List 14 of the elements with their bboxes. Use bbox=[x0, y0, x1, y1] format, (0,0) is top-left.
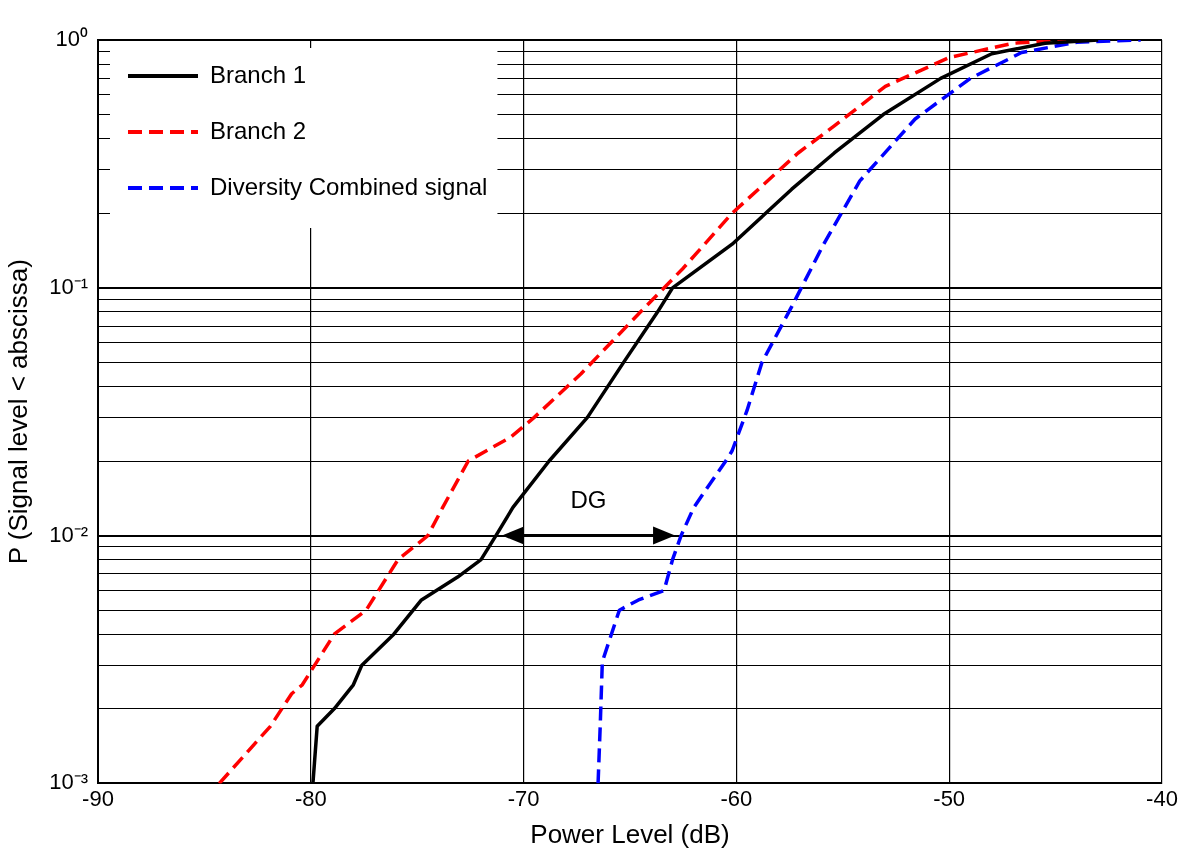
x-tick-label: -80 bbox=[294, 785, 327, 811]
x-tick-label: -60 bbox=[720, 785, 753, 811]
y-tick-label: 10⁻² bbox=[49, 521, 88, 547]
legend-label: Diversity Combined signal bbox=[210, 172, 488, 200]
legend-label: Branch 2 bbox=[210, 116, 307, 144]
x-tick-label: -70 bbox=[507, 785, 540, 811]
y-tick-label: 10⁻¹ bbox=[49, 273, 88, 299]
legend-label: Branch 1 bbox=[210, 60, 307, 88]
x-tick-label: -40 bbox=[1146, 785, 1178, 811]
x-tick-label: -50 bbox=[933, 785, 966, 811]
y-axis-title: P (Signal level < abscissa) bbox=[2, 259, 33, 565]
y-tick-label: 10⁰ bbox=[55, 26, 88, 52]
x-axis-title: Power Level (dB) bbox=[530, 818, 730, 849]
annotation: DG bbox=[570, 486, 607, 514]
